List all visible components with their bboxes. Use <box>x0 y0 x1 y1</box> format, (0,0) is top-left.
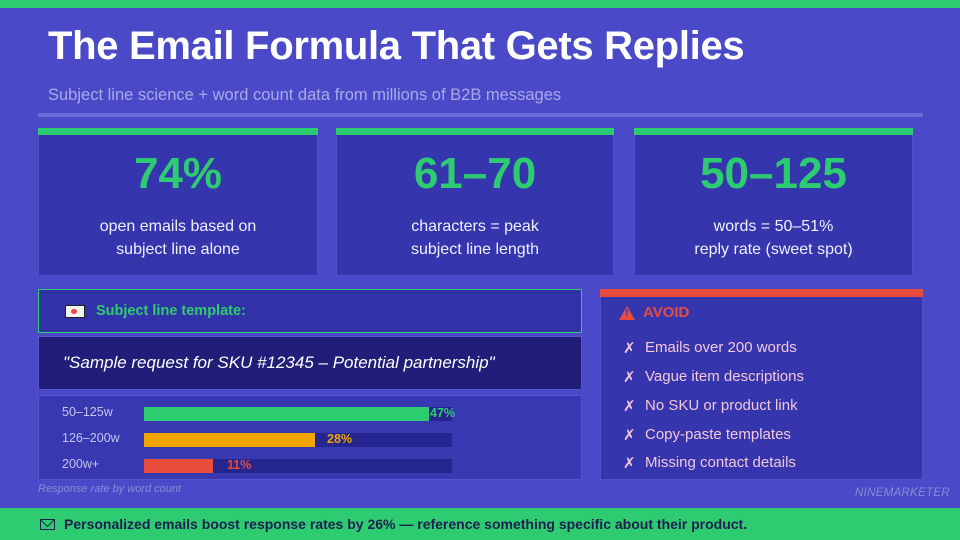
stat-description: characters = peak subject line length <box>337 215 613 261</box>
template-example-box: "Sample request for SKU #12345 – Potenti… <box>38 336 582 390</box>
stat-value: 74% <box>133 149 223 198</box>
warning-icon <box>619 305 635 320</box>
card-accent-bar <box>336 128 614 135</box>
stat-desc-line: reply rate (sweet spot) <box>694 241 853 258</box>
stat-card-open-rate: 74% open emails based on subject line al… <box>38 128 318 276</box>
bar-label: 126–200w <box>62 431 120 445</box>
top-accent-bar <box>0 0 960 8</box>
avoid-item: ✗ Emails over 200 words <box>623 339 797 357</box>
stat-value: 61–70 <box>413 149 537 198</box>
stat-desc-line: subject line length <box>410 241 540 258</box>
x-mark-icon: ✗ <box>623 398 636 415</box>
bar-row: 50–125w 47% <box>39 405 581 421</box>
bar-track <box>144 459 452 473</box>
stat-description: words = 50–51% reply rate (sweet spot) <box>635 215 912 261</box>
stat-card-word-count: 50–125 words = 50–51% reply rate (sweet … <box>634 128 913 276</box>
bar-fill <box>144 459 214 473</box>
stat-desc-line: open emails based on <box>99 218 257 235</box>
bar-row: 126–200w 28% <box>39 431 581 447</box>
bar-fill <box>144 407 429 421</box>
x-mark-icon: ✗ <box>623 455 636 472</box>
stat-desc-line: words = 50–51% <box>713 218 834 235</box>
bar-fill <box>144 433 315 447</box>
header-divider <box>38 113 923 117</box>
bar-track <box>144 433 452 447</box>
word-count-bar-chart: 50–125w 47% 126–200w 28% 200w+ 11% <box>38 395 582 480</box>
avoid-item-text: No SKU or product link <box>645 397 798 414</box>
stat-desc-line: characters = peak <box>411 218 539 235</box>
avoid-item-text: Copy-paste templates <box>645 426 791 443</box>
avoid-title: AVOID <box>643 304 690 321</box>
footer-text: Personalized emails boost response rates… <box>64 516 748 532</box>
x-mark-icon: ✗ <box>623 340 636 357</box>
avoid-item: ✗ Vague item descriptions <box>623 368 804 386</box>
page-title: The Email Formula That Gets Replies <box>48 24 745 68</box>
avoid-item-text: Missing contact details <box>645 454 796 471</box>
bar-label: 50–125w <box>62 405 113 419</box>
bar-label: 200w+ <box>62 457 100 471</box>
avoid-item-text: Emails over 200 words <box>645 339 797 356</box>
avoid-header: AVOID <box>619 304 689 321</box>
bar-track <box>144 407 452 421</box>
stat-description: open emails based on subject line alone <box>39 215 317 261</box>
bar-row: 200w+ 11% <box>39 457 581 473</box>
bar-value: 47% <box>430 406 456 420</box>
page-subtitle: Subject line science + word count data f… <box>48 86 562 104</box>
mail-icon <box>40 518 55 530</box>
brand-watermark: NINEMARKETER <box>855 487 950 499</box>
bar-value: 11% <box>227 458 252 472</box>
avoid-item-text: Vague item descriptions <box>645 368 804 385</box>
avoid-item: ✗ No SKU or product link <box>623 397 798 415</box>
template-header: Subject line template: <box>38 289 582 333</box>
x-mark-icon: ✗ <box>623 369 636 386</box>
stat-value: 50–125 <box>700 149 847 198</box>
x-mark-icon: ✗ <box>623 427 636 444</box>
bar-value: 28% <box>327 432 353 446</box>
avoid-panel: AVOID ✗ Emails over 200 words ✗ Vague it… <box>600 289 923 480</box>
card-accent-bar <box>38 128 318 135</box>
stat-card-subject-length: 61–70 characters = peak subject line len… <box>336 128 614 276</box>
avoid-item: ✗ Copy-paste templates <box>623 426 791 444</box>
stat-desc-line: subject line alone <box>116 241 240 258</box>
avoid-accent-bar <box>600 289 923 297</box>
chart-caption: Response rate by word count <box>38 483 182 495</box>
envelope-icon <box>65 304 85 318</box>
template-example: "Sample request for SKU #12345 – Potenti… <box>63 353 495 372</box>
card-accent-bar <box>634 128 913 135</box>
template-label: Subject line template: <box>96 303 246 319</box>
avoid-item: ✗ Missing contact details <box>623 454 796 472</box>
footer-banner: Personalized emails boost response rates… <box>0 508 960 540</box>
